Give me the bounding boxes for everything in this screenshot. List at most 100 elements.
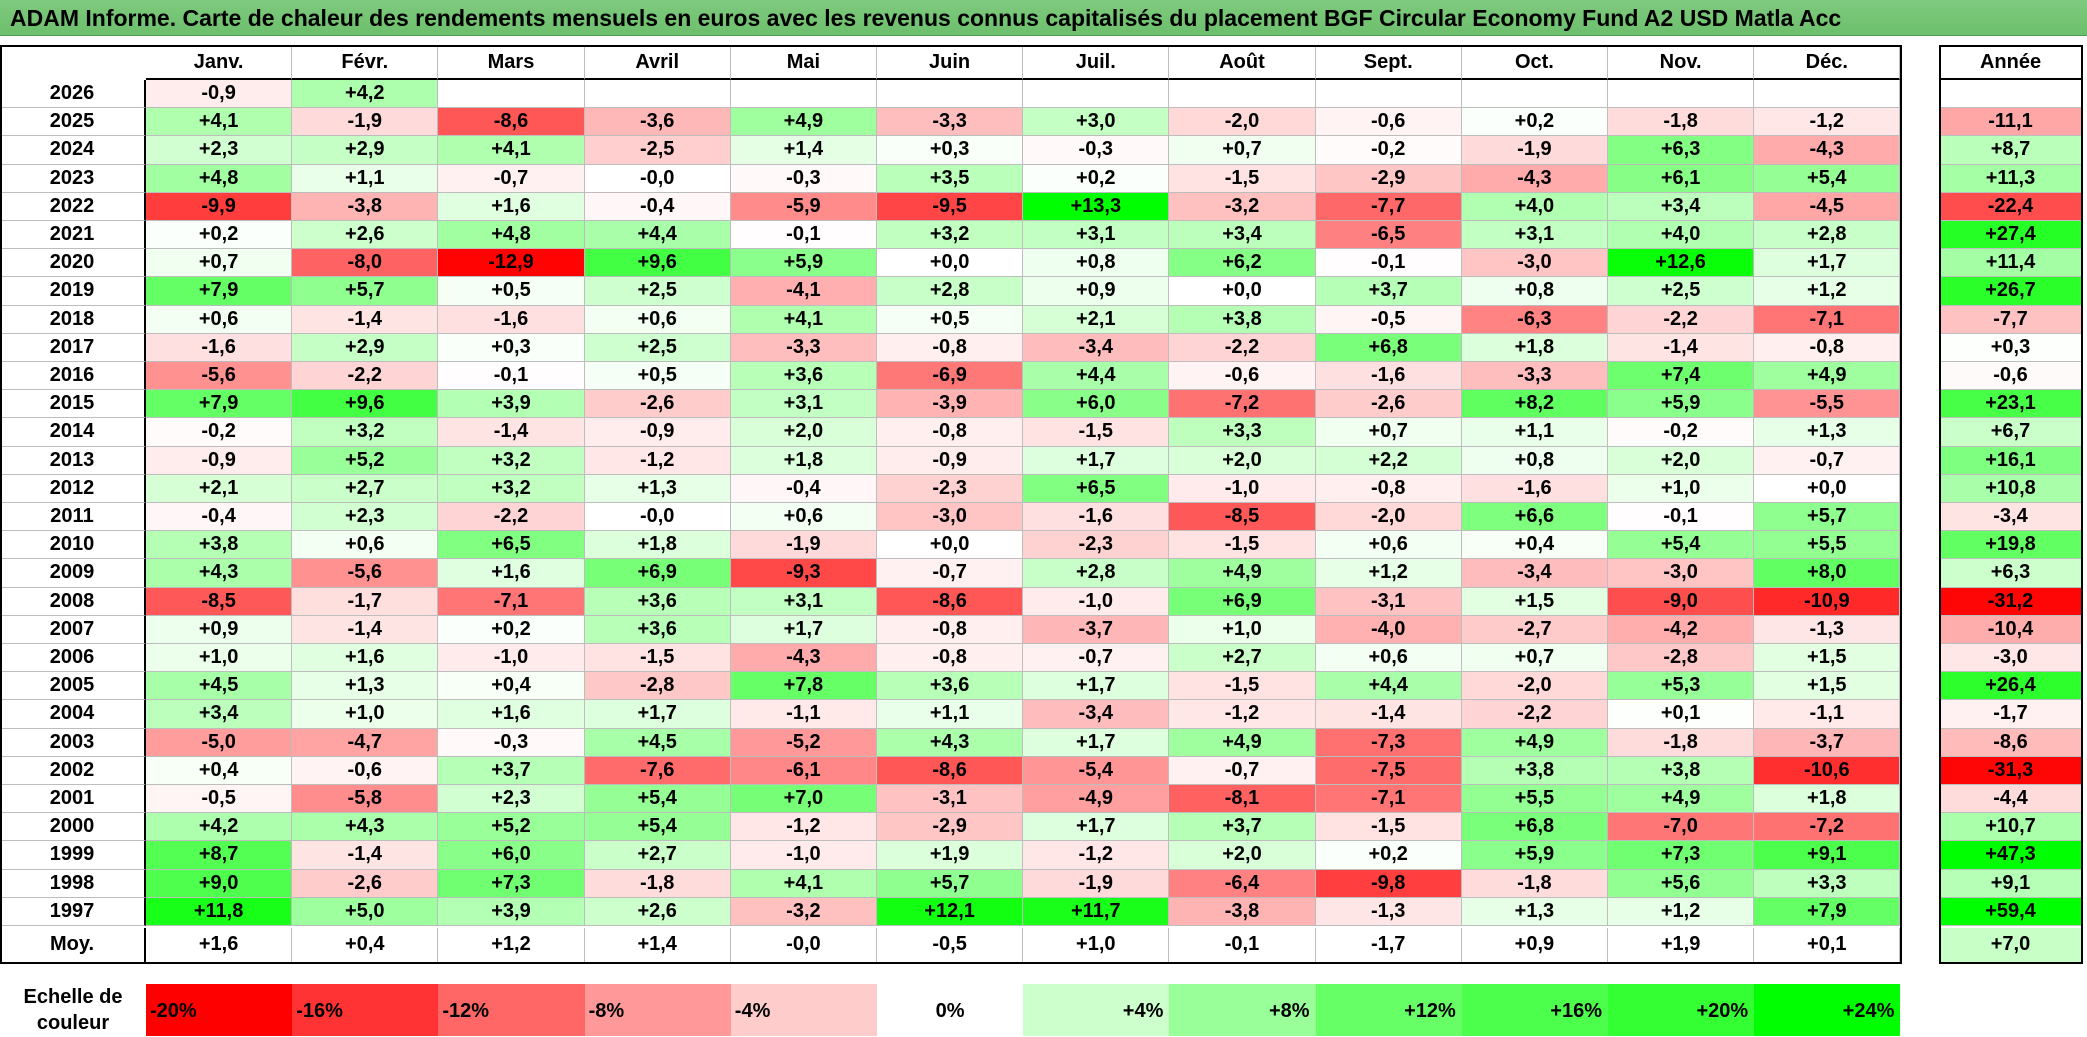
heatmap-cell: +0,8 [1461, 446, 1608, 475]
heatmap-cell: +1,1 [292, 164, 439, 193]
year-label: 2008 [0, 587, 146, 616]
heatmap-cell: -8,6 [877, 756, 1024, 785]
annual-cell: +26,4 [1939, 672, 2083, 701]
scale-swatch: 0% [877, 984, 1024, 1036]
heatmap-cell: +3,1 [730, 390, 877, 419]
year-label: 2022 [0, 192, 146, 221]
heatmap-cell: +2,0 [1608, 446, 1755, 475]
heatmap-cell: +0,7 [146, 249, 293, 278]
heatmap-cell: +9,6 [584, 249, 731, 278]
heatmap-cell: +6,5 [1023, 474, 1170, 503]
year-label: 2006 [0, 644, 146, 673]
heatmap-cell: -0,8 [877, 418, 1024, 447]
heatmap-cell: +3,8 [1608, 756, 1755, 785]
heatmap-cell: -2,2 [1608, 305, 1755, 334]
average-cell: -1,7 [1315, 928, 1462, 964]
heatmap-cell: +0,9 [1023, 277, 1170, 306]
heatmap-cell: -0,9 [146, 446, 293, 475]
heatmap-cell: +5,7 [292, 277, 439, 306]
annual-cell: +16,1 [1939, 446, 2083, 475]
heatmap-cell: +0,6 [1315, 644, 1462, 673]
heatmap-cell: +4,5 [584, 728, 731, 757]
heatmap-cell: +3,6 [584, 615, 731, 644]
annual-cell: +11,4 [1939, 249, 2083, 278]
average-cell: -0,5 [877, 928, 1024, 964]
heatmap-cell: -4,2 [1608, 615, 1755, 644]
heatmap-cell: +6,8 [1461, 813, 1608, 842]
heatmap-cell: +1,5 [1754, 672, 1901, 701]
heatmap-cell: -3,4 [1023, 700, 1170, 729]
heatmap-cell: +0,4 [146, 756, 293, 785]
heatmap-cell: -0,1 [1608, 503, 1755, 532]
heatmap-cell: -0,0 [584, 164, 731, 193]
annual-cell: +10,8 [1939, 474, 2083, 503]
heatmap-cell: +5,7 [877, 869, 1024, 898]
heatmap-cell: +3,2 [292, 418, 439, 447]
heatmap-cell: -4,3 [730, 644, 877, 673]
heatmap-cell: +0,2 [1461, 108, 1608, 137]
month-header: Sept. [1315, 45, 1462, 80]
heatmap-cell: -0,8 [877, 644, 1024, 673]
heatmap-cell: -1,9 [730, 531, 877, 560]
heatmap-cell: +2,2 [1315, 446, 1462, 475]
heatmap-cell: +4,2 [292, 80, 439, 109]
heatmap-cell: +2,1 [1023, 305, 1170, 334]
heatmap-cell: -1,0 [730, 841, 877, 870]
year-label: 2000 [0, 813, 146, 842]
heatmap-cell: -1,1 [730, 700, 877, 729]
heatmap-cell: +3,7 [438, 756, 585, 785]
annual-cell: -1,7 [1939, 700, 2083, 729]
heatmap-cell: -4,9 [1023, 785, 1170, 814]
year-label: 1997 [0, 897, 146, 926]
heatmap-cell: +4,9 [1754, 362, 1901, 391]
scale-swatch: +8% [1169, 984, 1316, 1036]
heatmap-cell: -1,6 [1023, 503, 1170, 532]
heatmap-cell: +1,1 [1461, 418, 1608, 447]
heatmap-cell: -1,4 [1608, 333, 1755, 362]
heatmap-cell: -0,4 [146, 503, 293, 532]
annual-cell: +27,4 [1939, 221, 2083, 250]
heatmap-cell: +4,1 [730, 305, 877, 334]
heatmap-cell: +2,7 [584, 841, 731, 870]
heatmap-cell: -1,2 [730, 813, 877, 842]
heatmap-cell: -3,2 [1169, 192, 1316, 221]
year-label: 2020 [0, 249, 146, 278]
heatmap-cell: +0,5 [438, 277, 585, 306]
heatmap-cell: +2,7 [1169, 644, 1316, 673]
heatmap-cell: +1,5 [1461, 587, 1608, 616]
heatmap-cell: +5,6 [1608, 869, 1755, 898]
heatmap-cell: -1,5 [584, 644, 731, 673]
heatmap-cell: -1,2 [1754, 108, 1901, 137]
heatmap-cell: -7,2 [1169, 390, 1316, 419]
heatmap-cell: +0,2 [1315, 841, 1462, 870]
heatmap-cell: -7,0 [1608, 813, 1755, 842]
heatmap-cell: +6,3 [1608, 136, 1755, 165]
heatmap-cell: -6,5 [1315, 221, 1462, 250]
heatmap-cell: -2,6 [584, 390, 731, 419]
heatmap-cell: +1,2 [1754, 277, 1901, 306]
annual-cell: -3,4 [1939, 503, 2083, 532]
heatmap-cell: -2,2 [438, 503, 585, 532]
heatmap-cell: -3,4 [1023, 333, 1170, 362]
average-label: Moy. [0, 928, 146, 964]
heatmap-cell: +3,3 [1754, 869, 1901, 898]
heatmap-cell: -2,0 [1315, 503, 1462, 532]
heatmap-cell: +3,1 [1023, 221, 1170, 250]
heatmap-cell: +1,7 [730, 615, 877, 644]
heatmap-cell: +3,5 [877, 164, 1024, 193]
heatmap-cell: -0,7 [1023, 644, 1170, 673]
heatmap-cell: -5,4 [1023, 756, 1170, 785]
heatmap-cell: -1,4 [438, 418, 585, 447]
average-cell: -0,1 [1169, 928, 1316, 964]
annual-cell: -7,7 [1939, 305, 2083, 334]
average-cell: +0,1 [1754, 928, 1901, 964]
heatmap-cell: -8,6 [438, 108, 585, 137]
heatmap-cell: -9,8 [1315, 869, 1462, 898]
heatmap-cell: +5,9 [730, 249, 877, 278]
heatmap-cell: -0,1 [730, 221, 877, 250]
year-label: 2004 [0, 700, 146, 729]
year-label: 2009 [0, 559, 146, 588]
average-cell: +1,0 [1023, 928, 1170, 964]
heatmap-cell: -0,6 [1315, 108, 1462, 137]
scale-swatch: +12% [1315, 984, 1462, 1036]
